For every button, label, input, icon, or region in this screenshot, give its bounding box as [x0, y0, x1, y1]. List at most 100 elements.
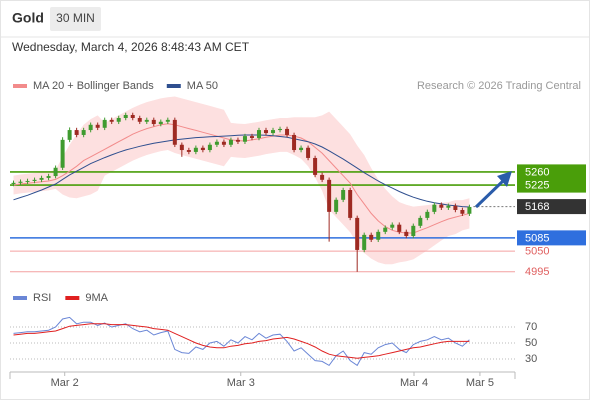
candle-body [144, 119, 149, 122]
candle-body [67, 130, 72, 140]
candle-body [334, 199, 339, 212]
candle-body [348, 190, 353, 218]
x-tick-label: Mar 5 [466, 377, 494, 389]
candle-body [264, 130, 269, 134]
candle-body [18, 181, 23, 183]
candle-body [158, 121, 163, 125]
candle-body [390, 224, 395, 228]
legend-swatch [65, 296, 80, 300]
legend-label: 9MA [85, 292, 108, 304]
candle-body [299, 147, 304, 151]
candle-body [425, 211, 430, 218]
level-label: 5260 [525, 166, 549, 178]
candle-body [271, 130, 276, 134]
candle-body [95, 124, 100, 128]
instrument-title: Gold [12, 10, 44, 26]
x-tick-label: Mar 3 [227, 377, 255, 389]
candle-body [235, 139, 240, 142]
candle-body [418, 217, 423, 226]
candle-body [60, 139, 65, 168]
candle-body [214, 141, 219, 145]
candle-body [130, 114, 135, 118]
forecast-arrow [474, 178, 506, 209]
level-box [517, 230, 586, 246]
candle-body [25, 180, 30, 182]
candle-body [39, 177, 44, 180]
legend-label: MA 20 + Bollinger Bands [33, 80, 154, 92]
timeframe-label[interactable]: 30 MIN [56, 11, 95, 25]
level-label: 5225 [525, 180, 549, 192]
candle-body [151, 119, 156, 125]
candle-body [228, 139, 233, 145]
candle-body [46, 176, 51, 178]
candle-body [320, 174, 325, 180]
candle-body [242, 136, 247, 142]
legend-swatch [13, 84, 27, 88]
candle-body [411, 225, 416, 236]
candle-body [341, 190, 346, 200]
candle-body [221, 141, 226, 145]
candle-body [256, 130, 261, 138]
candle-body [404, 231, 409, 236]
legend-label: MA 50 [187, 80, 218, 92]
level-label: 5050 [525, 245, 549, 257]
candle-body [179, 144, 184, 151]
y-tick-label: 70 [525, 321, 537, 333]
level-label: 4995 [525, 266, 549, 278]
y-tick-label: 30 [525, 353, 537, 365]
candle-body [439, 204, 444, 208]
level-label: 5085 [525, 232, 549, 244]
candle-body [460, 209, 465, 214]
candle-body [313, 157, 318, 175]
candle-body [200, 147, 205, 151]
timeframe-button[interactable] [50, 7, 101, 31]
candle-body [467, 206, 472, 214]
moving-average [13, 123, 470, 234]
moving-average [13, 134, 470, 208]
candle-body [165, 119, 170, 122]
candle-body [278, 128, 283, 131]
timestamp: Wednesday, March 4, 2026 8:48:43 AM CET [12, 40, 250, 54]
y-tick-label: 50 [525, 337, 537, 349]
candle-body [193, 147, 198, 152]
level-box [517, 199, 586, 215]
candle-body [53, 167, 58, 177]
level-box [517, 164, 586, 180]
x-tick-label: Mar 4 [400, 377, 428, 389]
candle-body [186, 150, 191, 152]
candle-body [88, 124, 93, 131]
candle-body [446, 205, 451, 208]
candle-body [327, 179, 332, 212]
candle-body [74, 130, 79, 135]
candle-body [453, 205, 458, 210]
candle-body [376, 231, 381, 240]
rsi-line [13, 316, 470, 367]
level-box [517, 177, 586, 193]
candle-body [397, 224, 402, 232]
candle-body [306, 147, 311, 158]
candle-body [355, 217, 360, 250]
candle-body [123, 114, 128, 118]
candle-body [102, 119, 107, 128]
candle-body [292, 134, 297, 151]
candle-body [369, 234, 374, 240]
candle-body [207, 144, 212, 151]
candle-body [432, 204, 437, 212]
candle-body [383, 227, 388, 232]
candle-body [109, 119, 114, 122]
forecast-arrowhead [497, 171, 512, 187]
candle-body [32, 179, 37, 181]
legend-label: RSI [33, 292, 51, 304]
candle-body [116, 117, 121, 122]
candle-body [249, 136, 254, 138]
candle-body [137, 117, 142, 122]
level-label: 5168 [525, 201, 549, 213]
candle-body [11, 182, 16, 184]
rsi-line [13, 323, 470, 359]
candle-body [81, 130, 86, 135]
candle-body [285, 128, 290, 135]
x-tick-label: Mar 2 [51, 377, 79, 389]
source: Research © 2026 Trading Central [417, 80, 581, 92]
